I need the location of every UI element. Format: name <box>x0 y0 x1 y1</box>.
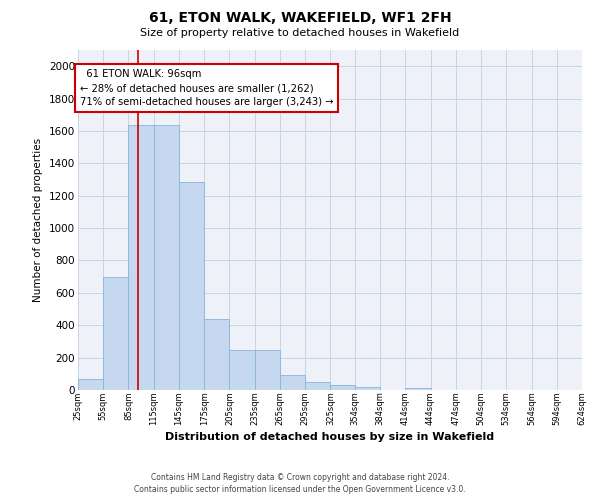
Y-axis label: Number of detached properties: Number of detached properties <box>34 138 43 302</box>
Bar <box>154 126 179 390</box>
Bar <box>78 380 103 390</box>
Bar <box>280 376 305 390</box>
Bar <box>204 319 229 390</box>
Bar <box>229 350 254 390</box>
Text: Size of property relative to detached houses in Wakefield: Size of property relative to detached ho… <box>140 28 460 38</box>
Text: 61, ETON WALK, WAKEFIELD, WF1 2FH: 61, ETON WALK, WAKEFIELD, WF1 2FH <box>149 11 451 25</box>
Bar <box>128 126 154 390</box>
Bar <box>406 388 431 390</box>
Bar <box>103 278 128 390</box>
Bar <box>305 382 331 390</box>
Bar <box>179 182 204 390</box>
Bar <box>254 350 280 390</box>
Text: 61 ETON WALK: 96sqm  
← 28% of detached houses are smaller (1,262)
71% of semi-d: 61 ETON WALK: 96sqm ← 28% of detached ho… <box>80 70 333 108</box>
X-axis label: Distribution of detached houses by size in Wakefield: Distribution of detached houses by size … <box>166 432 494 442</box>
Bar <box>355 387 380 390</box>
Text: Contains HM Land Registry data © Crown copyright and database right 2024.
Contai: Contains HM Land Registry data © Crown c… <box>134 472 466 494</box>
Bar <box>331 385 355 390</box>
